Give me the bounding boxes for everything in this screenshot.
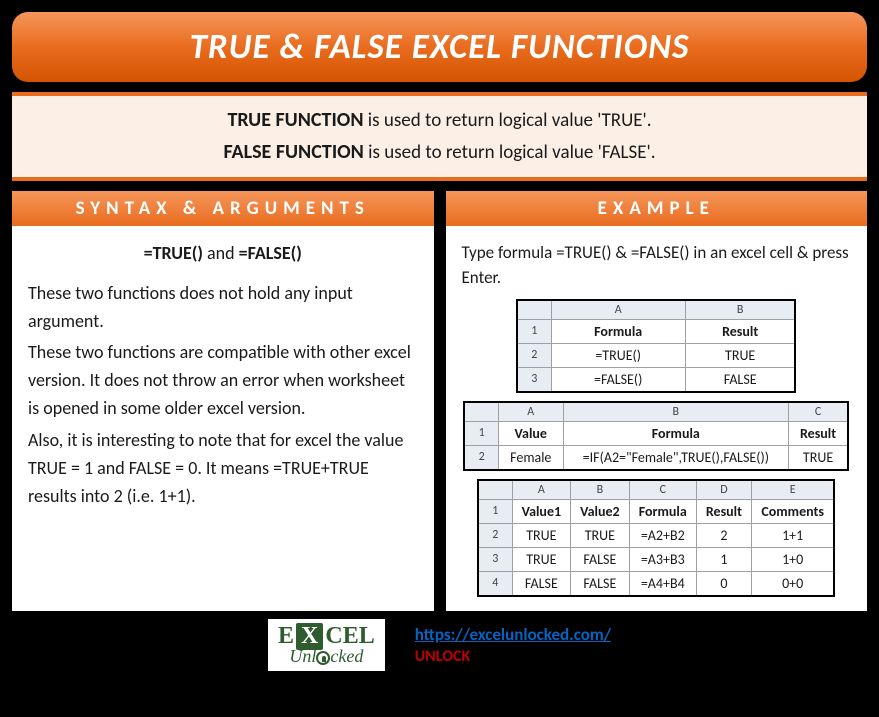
table-cell: =FALSE() [551, 367, 685, 392]
table-cell: TRUE [571, 523, 630, 547]
table-header: Result [696, 499, 751, 523]
syntax-p2: These two functions are compatible with … [28, 339, 418, 423]
logo-sub2: cked [330, 646, 363, 666]
row-num: 2 [517, 343, 551, 367]
intro-rest-1: is used to return logical value 'TRUE'. [364, 109, 652, 132]
row-num: 4 [478, 571, 512, 596]
syntax-body: =TRUE() and =FALSE() These two functions… [12, 226, 434, 611]
row-num: 1 [517, 319, 551, 343]
intro-bold-1: TRUE FUNCTION [227, 108, 363, 132]
col-letter: C [789, 402, 849, 422]
col-letter: E [751, 480, 834, 500]
col-letter: C [629, 480, 696, 500]
table-cell: 0+0 [751, 571, 834, 596]
row-num: 3 [478, 547, 512, 571]
title-banner: TRUE & FALSE EXCEL FUNCTIONS [12, 12, 867, 82]
col-letter: A [498, 402, 563, 422]
example-body: Type formula =TRUE() & =FALSE() in an ex… [446, 226, 868, 611]
table-cell: TRUE [789, 445, 849, 470]
col-letter: A [551, 300, 685, 320]
table-cell: =TRUE() [551, 343, 685, 367]
table-header: Formula [551, 319, 685, 343]
table-header: Value1 [512, 499, 571, 523]
formula-true: =TRUE() [144, 242, 203, 264]
table-cell: 1+1 [751, 523, 834, 547]
lock-icon [316, 651, 330, 665]
footer: E X CEL Unlcked https://excelunlocked.co… [12, 619, 867, 671]
row-num: 3 [517, 367, 551, 392]
row-num: 2 [478, 523, 512, 547]
footer-url[interactable]: https://excelunlocked.com/ [415, 624, 611, 645]
infographic-container: TRUE & FALSE EXCEL FUNCTIONS TRUE FUNCTI… [12, 12, 867, 705]
table-cell: FALSE [571, 571, 630, 596]
col-letter: B [563, 402, 788, 422]
table-header: Value2 [571, 499, 630, 523]
corner-cell [478, 480, 512, 500]
table-cell: FALSE [571, 547, 630, 571]
example-header: EXAMPLE [446, 191, 868, 226]
table-header: Formula [629, 499, 696, 523]
intro-rest-2: is used to return logical value 'FALSE'. [364, 141, 656, 164]
table-cell: Female [498, 445, 563, 470]
table-header: Result [685, 319, 795, 343]
table-cell: =A4+B4 [629, 571, 696, 596]
col-letter: D [696, 480, 751, 500]
corner-cell [517, 300, 551, 320]
table-cell: 0 [696, 571, 751, 596]
logo-bottom: Unlcked [289, 646, 363, 667]
formula-and: and [203, 242, 239, 264]
table-header: Result [789, 421, 849, 445]
row-num: 1 [478, 499, 512, 523]
example-table-3: A B C D E 1 Value1 Value2 Formula Result… [477, 479, 835, 597]
logo-sub1: Unl [289, 646, 316, 666]
syntax-p1: These two functions does not hold any in… [28, 280, 418, 336]
col-letter: B [571, 480, 630, 500]
formula-false: =FALSE() [239, 242, 302, 264]
logo: E X CEL Unlcked [268, 619, 385, 671]
syntax-formula-line: =TRUE() and =FALSE() [28, 240, 418, 268]
table-cell: 2 [696, 523, 751, 547]
intro-bold-2: FALSE FUNCTION [223, 140, 363, 164]
footer-links: https://excelunlocked.com/ UNLOCK [415, 624, 611, 666]
example-table-1: A B 1 Formula Result 2 =TRUE() TRUE 3 [516, 299, 796, 393]
table-cell: 1+0 [751, 547, 834, 571]
row-num: 2 [464, 445, 498, 470]
table-cell: FALSE [512, 571, 571, 596]
example-column: EXAMPLE Type formula =TRUE() & =FALSE() … [446, 191, 868, 611]
intro-box: TRUE FUNCTION is used to return logical … [12, 92, 867, 181]
table-cell: TRUE [512, 547, 571, 571]
example-table-2: A B C 1 Value Formula Result 2 Female =I… [463, 401, 849, 471]
table-header: Formula [563, 421, 788, 445]
page-title: TRUE & FALSE EXCEL FUNCTIONS [32, 26, 847, 68]
table-cell: 1 [696, 547, 751, 571]
table-cell: TRUE [685, 343, 795, 367]
footer-unlock: UNLOCK [415, 647, 611, 666]
table-header: Value [498, 421, 563, 445]
row-num: 1 [464, 421, 498, 445]
syntax-column: SYNTAX & ARGUMENTS =TRUE() and =FALSE() … [12, 191, 434, 611]
intro-line-1: TRUE FUNCTION is used to return logical … [32, 104, 847, 136]
table-cell: =A3+B3 [629, 547, 696, 571]
col-letter: A [512, 480, 571, 500]
table-cell: FALSE [685, 367, 795, 392]
table-header: Comments [751, 499, 834, 523]
table-cell: TRUE [512, 523, 571, 547]
table-cell: =IF(A2="Female",TRUE(),FALSE()) [563, 445, 788, 470]
syntax-p3: Also, it is interesting to note that for… [28, 427, 418, 511]
syntax-header: SYNTAX & ARGUMENTS [12, 191, 434, 226]
table-cell: =A2+B2 [629, 523, 696, 547]
col-letter: B [685, 300, 795, 320]
example-intro: Type formula =TRUE() & =FALSE() in an ex… [462, 240, 852, 291]
intro-line-2: FALSE FUNCTION is used to return logical… [32, 136, 847, 168]
corner-cell [464, 402, 498, 422]
